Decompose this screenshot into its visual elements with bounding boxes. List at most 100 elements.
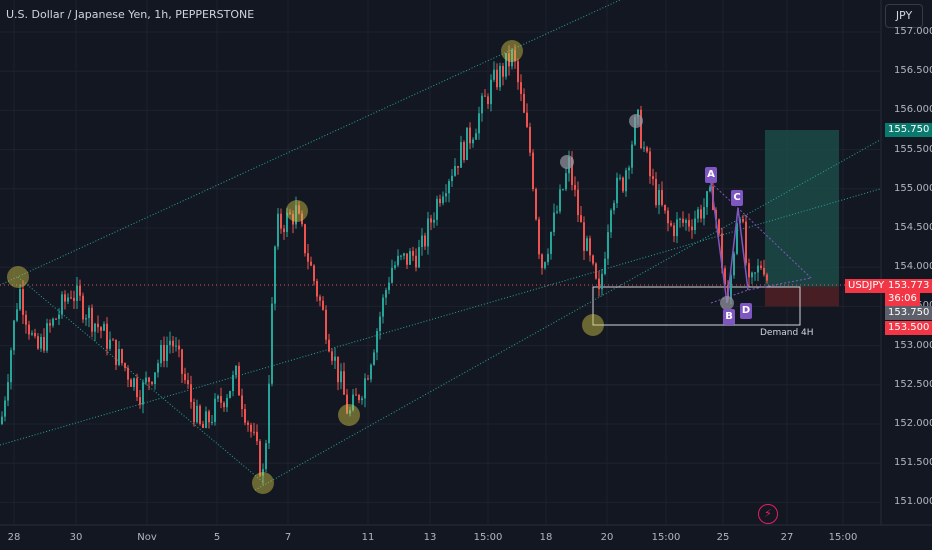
candle-body xyxy=(1,416,3,424)
candle-body xyxy=(235,365,237,376)
pivot-marker xyxy=(720,296,734,310)
candle-body xyxy=(613,203,615,211)
candle-body xyxy=(715,209,717,220)
candle-body xyxy=(205,411,207,428)
candle-body xyxy=(661,190,663,205)
candle-body xyxy=(388,282,390,291)
candle-body xyxy=(247,422,249,425)
candle-body xyxy=(637,109,639,117)
countdown-badge: 36:06 xyxy=(885,292,920,306)
candle-body xyxy=(88,307,90,319)
stop-price-badge: 153.500 xyxy=(885,321,932,335)
time-tick-label: 20 xyxy=(600,532,614,543)
candle-body xyxy=(598,278,600,290)
candle-body xyxy=(148,377,150,382)
candle-body xyxy=(466,127,468,160)
price-tick-label: 156.000 xyxy=(894,104,932,116)
candle-body xyxy=(700,209,702,219)
candle-body xyxy=(304,224,306,254)
candle-body xyxy=(442,196,444,204)
candle-body xyxy=(496,69,498,88)
candle-body xyxy=(172,340,174,347)
candle-body xyxy=(703,207,705,219)
candle-body xyxy=(742,219,744,222)
candle-body xyxy=(667,210,669,224)
candle-body xyxy=(433,219,435,223)
candle-body xyxy=(529,126,531,153)
candle-body xyxy=(157,363,159,373)
candle-body xyxy=(694,218,696,231)
pattern-label-a: A xyxy=(705,167,717,183)
target-price-badge: 155.750 xyxy=(885,123,932,137)
candle-body xyxy=(109,339,111,349)
stop-zone xyxy=(765,286,839,307)
candle-body xyxy=(622,177,624,192)
candle-body xyxy=(766,274,768,281)
candle-body xyxy=(583,222,585,251)
candle-body xyxy=(589,238,591,256)
candle-body xyxy=(556,211,558,213)
candle-body xyxy=(145,377,147,383)
candle-body xyxy=(316,281,318,297)
target-zone xyxy=(765,130,839,287)
candle-body xyxy=(640,109,642,148)
candle-body xyxy=(289,212,291,215)
candle-body xyxy=(757,265,759,273)
candle-body xyxy=(487,96,489,105)
candle-body xyxy=(154,372,156,384)
pattern-label-c: C xyxy=(731,190,743,206)
candle-body xyxy=(301,213,303,225)
candle-body xyxy=(706,191,708,208)
time-tick-label: 5 xyxy=(213,532,221,543)
candle-body xyxy=(610,210,612,233)
candle-body xyxy=(724,268,726,285)
candle-body xyxy=(502,65,504,77)
candle-body xyxy=(544,262,546,269)
candle-body xyxy=(352,394,354,411)
candle-body xyxy=(436,198,438,220)
candle-body xyxy=(643,147,645,149)
candle-body xyxy=(295,205,297,225)
candle-body xyxy=(310,261,312,266)
pattern-label-b: B xyxy=(723,309,735,325)
candle-body xyxy=(163,344,165,361)
candle-body xyxy=(283,228,285,233)
candle-body xyxy=(16,309,18,321)
time-tick-label: 15:00 xyxy=(473,532,503,543)
lightning-icon[interactable]: ⚡ xyxy=(758,504,778,524)
candle-body xyxy=(751,272,753,278)
candle-body xyxy=(52,318,54,326)
candle-body xyxy=(664,204,666,211)
pivot-marker xyxy=(582,314,604,336)
candle-body xyxy=(250,424,252,432)
candle-body xyxy=(748,263,750,278)
candle-body xyxy=(238,365,240,396)
candle-body xyxy=(478,113,480,134)
candle-body xyxy=(553,212,555,233)
time-tick-label: 27 xyxy=(780,532,794,543)
currency-button[interactable]: JPY xyxy=(885,4,923,28)
candle-body xyxy=(592,255,594,264)
candle-body xyxy=(346,394,348,414)
candle-body xyxy=(139,397,141,405)
candle-body xyxy=(64,294,66,302)
candle-body xyxy=(55,318,57,320)
candle-body xyxy=(211,421,213,423)
candle-body xyxy=(460,142,462,168)
candle-body xyxy=(628,167,630,171)
candle-body xyxy=(394,265,396,268)
candle-body xyxy=(424,235,426,247)
time-tick-label: 13 xyxy=(423,532,437,543)
candle-body xyxy=(337,356,339,383)
price-tick-label: 152.500 xyxy=(894,378,932,390)
candle-body xyxy=(655,178,657,206)
pivot-marker xyxy=(560,155,574,169)
harmonic-pattern xyxy=(710,182,749,304)
price-tick-label: 152.000 xyxy=(894,418,932,429)
candle-body xyxy=(298,205,300,214)
pivot-marker xyxy=(338,404,360,426)
candle-body xyxy=(400,255,402,257)
candle-body xyxy=(244,409,246,423)
candle-body xyxy=(22,289,24,315)
